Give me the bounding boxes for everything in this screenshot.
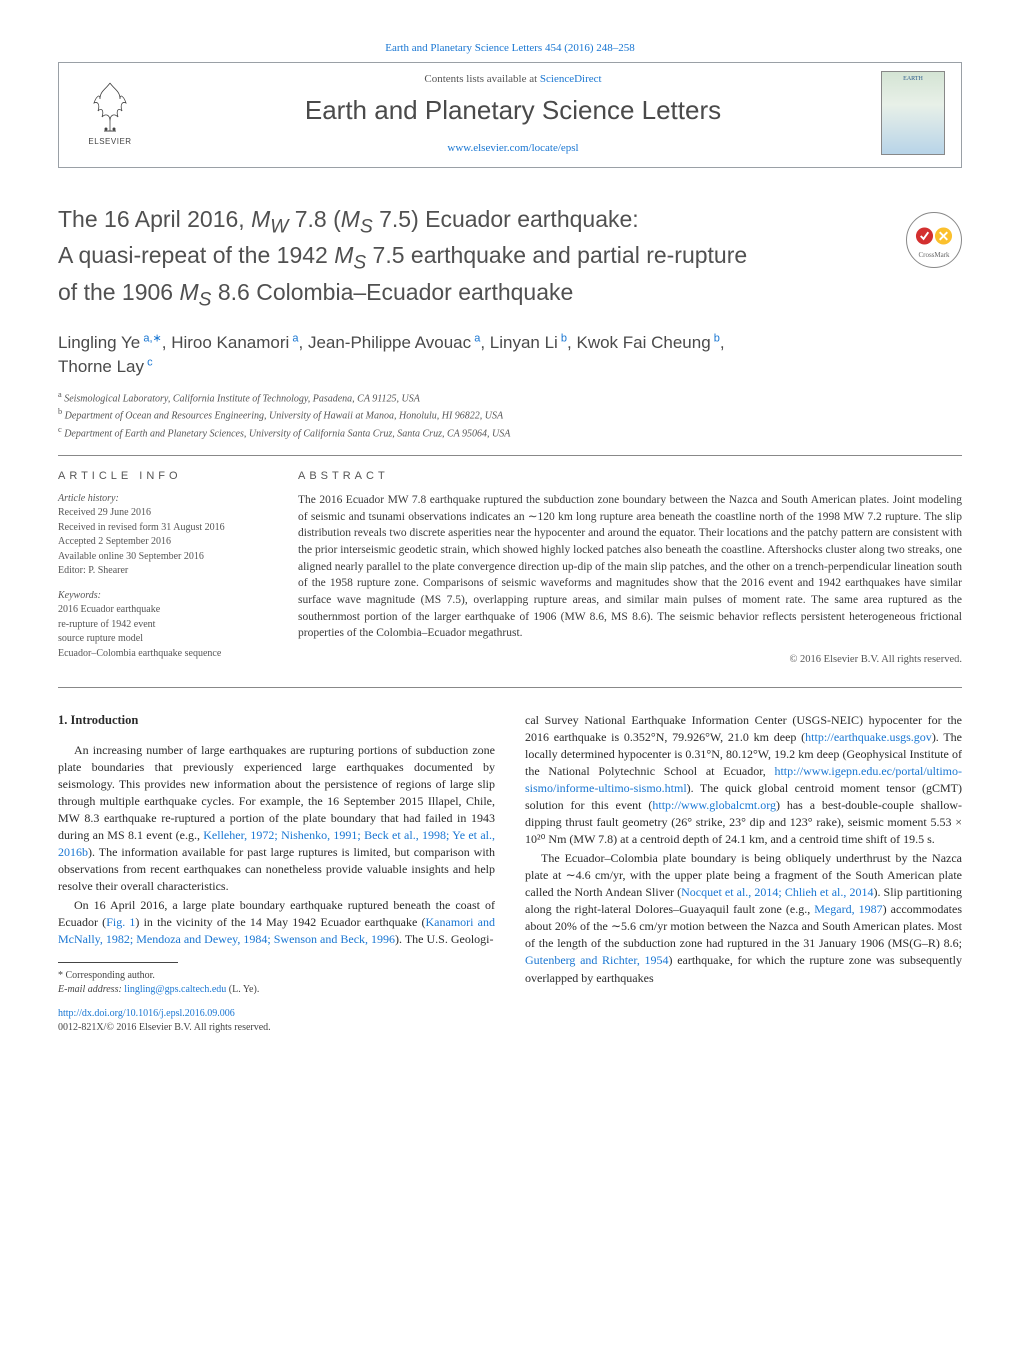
history-item: Accepted 2 September 2016 xyxy=(58,535,268,550)
crossmark-badge[interactable]: CrossMark xyxy=(906,212,962,268)
footnotes: * Corresponding author. E-mail address: … xyxy=(58,969,495,997)
journal-cover-thumb: EARTH xyxy=(881,71,945,155)
email-line: E-mail address: lingling@gps.caltech.edu… xyxy=(58,983,495,997)
keyword: re-rupture of 1942 event xyxy=(58,618,268,633)
contents-line: Contents lists available at ScienceDirec… xyxy=(145,73,881,85)
journal-header-box: ELSEVIER Contents lists available at Sci… xyxy=(58,62,962,168)
header-center: Contents lists available at ScienceDirec… xyxy=(145,73,881,154)
body-paragraph: The Ecuador–Colombia plate boundary is b… xyxy=(525,850,962,986)
author: Lingling Ye a,∗ xyxy=(58,333,162,352)
crossmark-label: CrossMark xyxy=(918,251,949,259)
history-item: Editor: P. Shearer xyxy=(58,564,268,579)
doi-link[interactable]: http://dx.doi.org/10.1016/j.epsl.2016.09… xyxy=(58,1008,235,1019)
keywords-header: Keywords: xyxy=(58,589,268,604)
divider xyxy=(58,455,962,456)
email-link[interactable]: lingling@gps.caltech.edu xyxy=(124,984,226,995)
article-info: article info Article history: Received 2… xyxy=(58,470,268,665)
affiliation: b Department of Ocean and Resources Engi… xyxy=(58,406,962,423)
body-column-right: cal Survey National Earthquake Informati… xyxy=(525,712,962,1036)
section-heading: 1. Introduction xyxy=(58,712,495,730)
keyword: Ecuador–Colombia earthquake sequence xyxy=(58,647,268,662)
article-info-label: article info xyxy=(58,470,268,482)
citation-link[interactable]: Nocquet et al., 2014; Chlieh et al., 201… xyxy=(681,885,873,899)
corresponding-author-note: * Corresponding author. xyxy=(58,969,495,983)
journal-homepage: www.elsevier.com/locate/epsl xyxy=(145,142,881,154)
header-citation: Earth and Planetary Science Letters 454 … xyxy=(58,42,962,54)
header-citation-link[interactable]: Earth and Planetary Science Letters 454 … xyxy=(385,42,635,54)
body-paragraph: An increasing number of large earthquake… xyxy=(58,742,495,895)
crossmark-icon xyxy=(915,221,953,251)
history-header: Article history: xyxy=(58,492,268,507)
author: Thorne Lay c xyxy=(58,357,153,376)
keyword: 2016 Ecuador earthquake xyxy=(58,603,268,618)
external-link[interactable]: http://www.globalcmt.org xyxy=(652,798,776,812)
body-columns: 1. Introduction An increasing number of … xyxy=(58,712,962,1036)
figure-link[interactable]: Fig. 1 xyxy=(106,915,135,929)
divider xyxy=(58,687,962,688)
journal-name: Earth and Planetary Science Letters xyxy=(145,95,881,126)
external-link[interactable]: http://earthquake.usgs.gov xyxy=(805,730,932,744)
citation-link[interactable]: Megard, 1987 xyxy=(814,902,882,916)
body-column-left: 1. Introduction An increasing number of … xyxy=(58,712,495,1036)
contents-prefix: Contents lists available at xyxy=(424,73,539,85)
keyword: source rupture model xyxy=(58,632,268,647)
elsevier-tree-icon xyxy=(86,81,134,135)
elsevier-label: ELSEVIER xyxy=(88,137,131,146)
history-item: Available online 30 September 2016 xyxy=(58,550,268,565)
abstract-copyright: © 2016 Elsevier B.V. All rights reserved… xyxy=(298,654,962,665)
journal-cover-label: EARTH xyxy=(882,72,944,82)
article-title: The 16 April 2016, MW 7.8 (MS 7.5) Ecuad… xyxy=(58,204,858,313)
abstract-text: The 2016 Ecuador MW 7.8 earthquake ruptu… xyxy=(298,492,962,642)
history-item: Received 29 June 2016 xyxy=(58,506,268,521)
history-item: Received in revised form 31 August 2016 xyxy=(58,521,268,536)
author: Hiroo Kanamori a xyxy=(171,333,298,352)
affiliations: a Seismological Laboratory, California I… xyxy=(58,389,962,441)
abstract-column: abstract The 2016 Ecuador MW 7.8 earthqu… xyxy=(298,470,962,665)
article-history: Article history: Received 29 June 2016 R… xyxy=(58,492,268,579)
affiliation: c Department of Earth and Planetary Scie… xyxy=(58,424,962,441)
footnote-divider xyxy=(58,962,178,963)
journal-homepage-link[interactable]: www.elsevier.com/locate/epsl xyxy=(447,142,578,154)
body-paragraph: cal Survey National Earthquake Informati… xyxy=(525,712,962,848)
issn-copyright: 0012-821X/© 2016 Elsevier B.V. All right… xyxy=(58,1022,271,1033)
body-paragraph: On 16 April 2016, a large plate boundary… xyxy=(58,897,495,948)
author: Linyan Li b xyxy=(490,333,567,352)
affiliation: a Seismological Laboratory, California I… xyxy=(58,389,962,406)
abstract-label: abstract xyxy=(298,470,962,482)
title-block: The 16 April 2016, MW 7.8 (MS 7.5) Ecuad… xyxy=(58,204,962,313)
keywords-block: Keywords: 2016 Ecuador earthquake re-rup… xyxy=(58,589,268,662)
elsevier-logo: ELSEVIER xyxy=(75,73,145,153)
doi-block: http://dx.doi.org/10.1016/j.epsl.2016.09… xyxy=(58,1007,495,1035)
sciencedirect-link[interactable]: ScienceDirect xyxy=(540,73,602,85)
citation-link[interactable]: Gutenberg and Richter, 1954 xyxy=(525,953,669,967)
author: Kwok Fai Cheung b xyxy=(576,333,719,352)
authors-list: Lingling Ye a,∗, Hiroo Kanamori a, Jean-… xyxy=(58,331,962,379)
info-abstract-row: article info Article history: Received 2… xyxy=(58,470,962,665)
author: Jean-Philippe Avouac a xyxy=(308,333,480,352)
